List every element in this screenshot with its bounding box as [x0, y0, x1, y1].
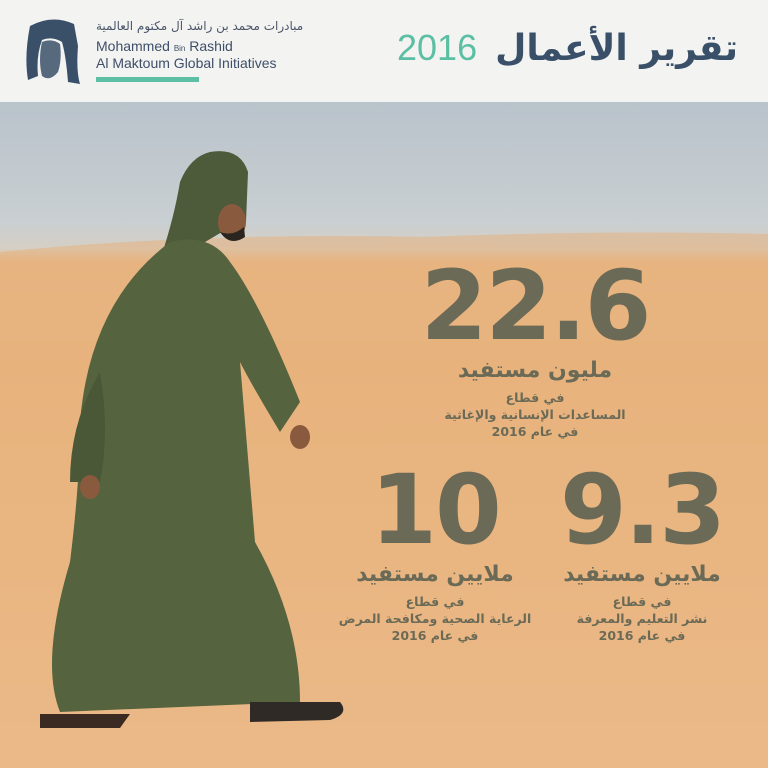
stat-value: 9.3 [559, 454, 726, 566]
stat-humanitarian: 22.6 مليون مستفيد في قطاع المساعدات الإنس… [390, 258, 680, 440]
org-name-english-line2: Al Maktoum Global Initiatives [96, 55, 277, 71]
org-name-english-word: Bin [173, 44, 186, 53]
org-name-english-word: Rashid [189, 38, 233, 54]
org-name-english-line1: Mohammed Bin Rashid [96, 38, 233, 57]
stat-unit: ملايين مستفيد [356, 562, 514, 587]
stat-description-line: في عام 2016 [391, 628, 479, 643]
org-name-arabic: مبادرات محمد بن راشد آل مكتوم العالمية [96, 19, 304, 33]
stat-description: في قطاع المساعدات الإنسانية والإغاثية في ع… [390, 389, 680, 440]
stat-unit: مليون مستفيد [457, 358, 613, 383]
report-year: 2016 [397, 27, 478, 68]
stat-value: 22.6 [420, 250, 652, 362]
stat-unit: ملايين مستفيد [563, 562, 721, 587]
stat-description: في قطاع الرعاية الصحية ومكافحة المرض في عا… [330, 593, 540, 644]
logo-portrait-icon [26, 19, 80, 84]
header: مبادرات محمد بن راشد آل مكتوم العالمية M… [0, 0, 768, 102]
stat-description-line: في عام 2016 [598, 628, 686, 643]
stat-description-line: الرعاية الصحية ومكافحة المرض [338, 611, 532, 626]
stat-description-line: المساعدات الإنسانية والإغاثية [444, 407, 626, 422]
stat-education: 9.3 ملايين مستفيد في قطاع نشر التعليم وال… [552, 462, 732, 644]
stat-description: في قطاع نشر التعليم والمعرفة في عام 2016 [552, 593, 732, 644]
org-name-english-word: Mohammed [96, 38, 170, 54]
desert-photo [0, 102, 768, 768]
stat-description-line: في قطاع [505, 390, 565, 405]
logo-accent-bar [96, 77, 199, 82]
stat-description-line: نشر التعليم والمعرفة [576, 611, 708, 626]
stat-value: 10 [370, 454, 502, 566]
report-title-row: 2016 تقرير الأعمال [397, 26, 738, 71]
report-title: تقرير الأعمال [495, 28, 738, 69]
walking-man-illustration [0, 151, 768, 768]
stat-healthcare: 10 ملايين مستفيد في قطاع الرعاية الصحية و… [330, 462, 540, 644]
stat-description-line: في قطاع [405, 594, 465, 609]
stat-description-line: في عام 2016 [491, 424, 579, 439]
stat-description-line: في قطاع [612, 594, 672, 609]
